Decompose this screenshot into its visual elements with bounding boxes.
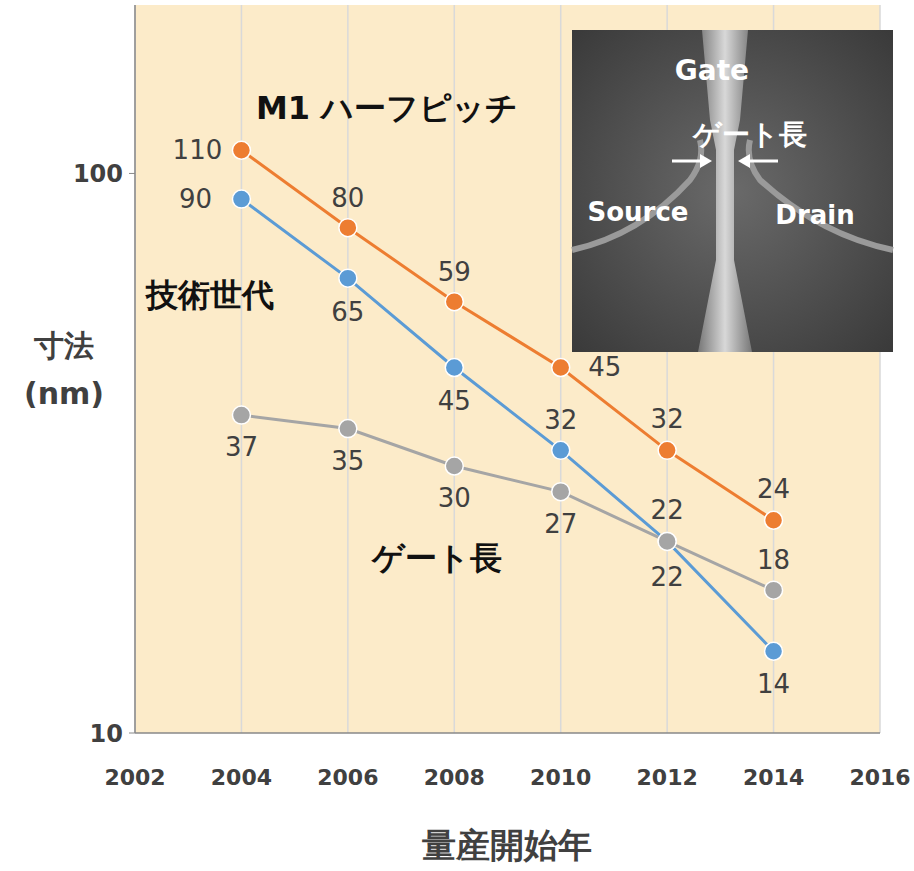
svg-text:寸法: 寸法 bbox=[33, 328, 94, 363]
svg-text:量産開始年: 量産開始年 bbox=[422, 825, 592, 865]
svg-text:M1 ハーフピッチ: M1 ハーフピッチ bbox=[256, 89, 518, 127]
svg-text:80: 80 bbox=[331, 183, 364, 213]
svg-text:32: 32 bbox=[544, 405, 577, 435]
svg-text:技術世代: 技術世代 bbox=[145, 276, 274, 314]
svg-text:110: 110 bbox=[173, 135, 223, 165]
svg-text:24: 24 bbox=[757, 474, 790, 504]
svg-text:22: 22 bbox=[651, 495, 684, 525]
svg-text:2002: 2002 bbox=[104, 765, 165, 790]
svg-text:10: 10 bbox=[90, 720, 123, 748]
svg-text:30: 30 bbox=[438, 483, 471, 513]
svg-text:2008: 2008 bbox=[424, 765, 485, 790]
svg-text:100: 100 bbox=[73, 160, 123, 188]
svg-text:2006: 2006 bbox=[317, 765, 378, 790]
svg-text:ゲート長: ゲート長 bbox=[692, 118, 807, 151]
svg-text:90: 90 bbox=[179, 184, 212, 214]
svg-text:32: 32 bbox=[651, 404, 684, 434]
svg-text:22: 22 bbox=[651, 562, 684, 592]
svg-text:ゲート長: ゲート長 bbox=[371, 539, 502, 577]
svg-text:Gate: Gate bbox=[675, 54, 749, 87]
svg-text:45: 45 bbox=[438, 386, 471, 416]
svg-text:2014: 2014 bbox=[743, 765, 804, 790]
svg-text:14: 14 bbox=[757, 669, 790, 699]
svg-text:2010: 2010 bbox=[530, 765, 591, 790]
svg-text:45: 45 bbox=[588, 352, 621, 382]
svg-text:2012: 2012 bbox=[637, 765, 698, 790]
svg-text:(nm): (nm) bbox=[24, 376, 104, 411]
svg-text:35: 35 bbox=[331, 446, 364, 476]
svg-text:Source: Source bbox=[588, 197, 689, 227]
svg-text:65: 65 bbox=[331, 297, 364, 327]
svg-text:2004: 2004 bbox=[211, 765, 272, 790]
svg-text:2016: 2016 bbox=[849, 765, 910, 790]
svg-text:18: 18 bbox=[757, 545, 790, 575]
svg-text:37: 37 bbox=[225, 432, 258, 462]
svg-text:27: 27 bbox=[544, 509, 577, 539]
svg-text:59: 59 bbox=[438, 257, 471, 287]
svg-text:Drain: Drain bbox=[775, 200, 854, 230]
